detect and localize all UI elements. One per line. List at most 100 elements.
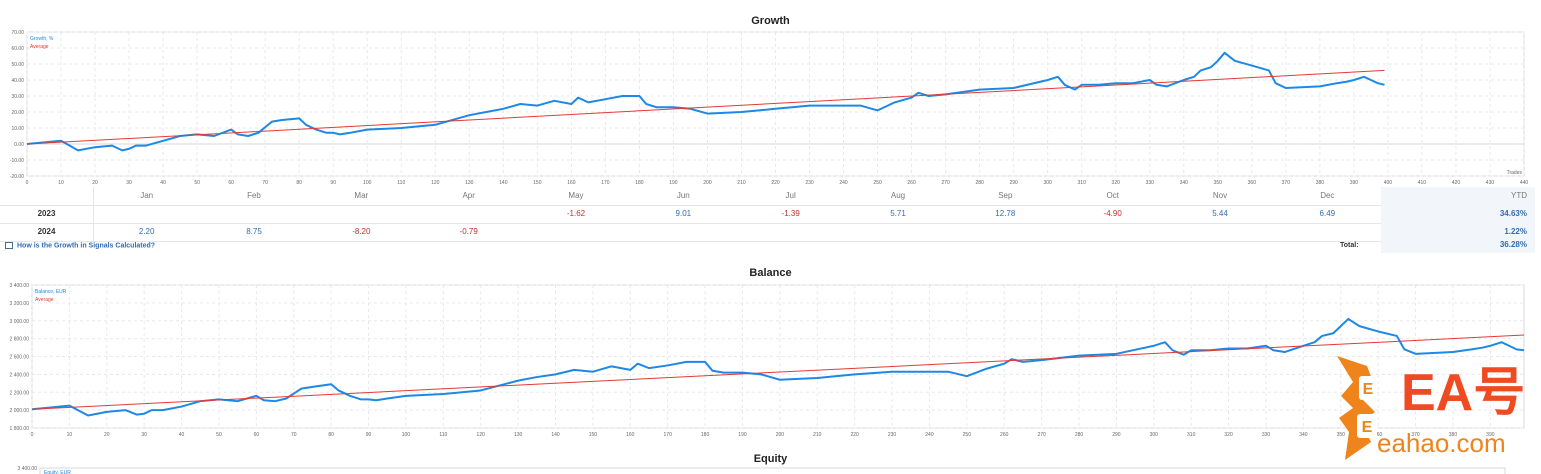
- month-value: -0.79: [459, 227, 478, 236]
- y-tick-label: 2 400.00: [10, 372, 30, 378]
- month-value: [200, 205, 307, 223]
- y-tick-label: 3 400.00: [18, 466, 38, 472]
- y-tick-label: 70.00: [11, 30, 24, 36]
- year-row-2023: 2023 -1.62 9.01 -1.39 5.71 12.78 -4.90 5…: [0, 205, 1535, 224]
- ytd-value: 34.63%: [1381, 205, 1535, 223]
- month-header-row: Jan Feb Mar Apr May Jun Jul Aug Sep Oct …: [0, 187, 1535, 206]
- month-header: Mar: [354, 191, 369, 200]
- x-tick-label: 280: [975, 180, 984, 186]
- month-value: [522, 223, 629, 241]
- month-header: Jun: [676, 191, 690, 200]
- series-line-average: [31, 334, 1525, 410]
- x-tick-label: 240: [925, 432, 934, 438]
- y-tick-label: 2 000.00: [10, 408, 30, 414]
- month-value: [1166, 223, 1273, 241]
- x-tick-label: 400: [1384, 180, 1393, 186]
- growth-calculation-help-link[interactable]: How is the Growth in Signals Calculated?: [5, 242, 155, 249]
- month-header: Feb: [247, 191, 261, 200]
- x-tick-label: 50: [194, 180, 200, 186]
- y-tick-label: -20.00: [10, 174, 24, 180]
- x-tick-label: 80: [296, 180, 302, 186]
- month-value: 8.75: [246, 227, 262, 236]
- x-tick-label: 50: [216, 432, 222, 438]
- help-link-label: How is the Growth in Signals Calculated?: [17, 242, 156, 250]
- x-tick-label: 330: [1146, 180, 1155, 186]
- x-tick-label: 280: [1075, 432, 1084, 438]
- y-tick-label: 20.00: [11, 110, 24, 116]
- x-tick-label: 160: [567, 180, 576, 186]
- x-tick-label: 410: [1418, 180, 1427, 186]
- month-value: 2.20: [138, 227, 155, 236]
- x-tick-label: 70: [291, 432, 297, 438]
- month-value: -8.20: [352, 227, 371, 236]
- x-tick-label: 70: [262, 180, 268, 186]
- x-tick-label: 310: [1187, 432, 1196, 438]
- month-value: [93, 205, 200, 223]
- x-tick-label: 200: [776, 432, 785, 438]
- watermark-text: EA号: [1401, 364, 1525, 422]
- month-value: [308, 205, 415, 223]
- x-tick-label: 0: [26, 180, 29, 186]
- x-tick-label: 190: [669, 180, 678, 186]
- x-tick-label: 0: [31, 432, 34, 438]
- equity-chart: 3 400.00 Equity, EUR: [18, 466, 1506, 474]
- month-value: 9.01: [675, 209, 692, 218]
- ytd-header: YTD: [1381, 187, 1535, 205]
- month-value: 12.78: [995, 209, 1016, 218]
- legend-entry: Equity, EUR: [44, 470, 71, 474]
- y-tick-label: 60.00: [11, 46, 24, 52]
- y-tick-label: 30.00: [11, 94, 24, 100]
- x-tick-label: 90: [330, 180, 336, 186]
- x-tick-label: 320: [1224, 432, 1233, 438]
- x-tick-label: 100: [402, 432, 411, 438]
- month-value: [630, 223, 737, 241]
- y-tick-label: 0.00: [14, 142, 24, 148]
- y-tick-label: 3 400.00: [10, 283, 30, 289]
- x-tick-label: 130: [465, 180, 474, 186]
- month-value: -1.39: [781, 209, 800, 218]
- plot-area: [39, 467, 1506, 474]
- x-tick-label: 220: [850, 432, 859, 438]
- month-value: [1059, 223, 1166, 241]
- ea-mascot-icon: E E: [1337, 356, 1377, 460]
- x-tick-label: 170: [601, 180, 610, 186]
- x-tick-label: 300: [1150, 432, 1159, 438]
- legend-entry: Balance, EUR: [35, 289, 67, 295]
- month-value: 6.49: [1319, 209, 1336, 218]
- month-header: Apr: [462, 191, 475, 200]
- x-tick-label: 250: [873, 180, 882, 186]
- x-tick-label: 20: [104, 432, 110, 438]
- year-label: 2024: [0, 223, 94, 241]
- x-tick-label: 190: [738, 432, 747, 438]
- month-header: Nov: [1212, 191, 1228, 200]
- month-value: [1274, 223, 1381, 241]
- x-tick-label: 20: [92, 180, 98, 186]
- x-tick-label: 40: [160, 180, 166, 186]
- x-tick-label: 60: [228, 180, 234, 186]
- x-tick-label: 340: [1180, 180, 1189, 186]
- total-label: Total:: [1340, 242, 1359, 249]
- x-tick-label: 220: [771, 180, 780, 186]
- x-tick-label: 290: [1112, 432, 1121, 438]
- year-row-2024: 2024 2.20 8.75 -8.20 -0.79 1.22%: [0, 223, 1535, 242]
- x-tick-label: 120: [477, 432, 486, 438]
- month-value: [952, 223, 1059, 241]
- svg-text:E: E: [1363, 381, 1374, 398]
- month-value: -4.90: [1103, 209, 1122, 218]
- x-tick-label: 320: [1112, 180, 1121, 186]
- year-label: 2023: [0, 205, 94, 223]
- month-value: [844, 223, 951, 241]
- x-tick-label: 140: [551, 432, 560, 438]
- x-tick-label: 180: [701, 432, 710, 438]
- x-tick-label: 140: [499, 180, 508, 186]
- x-tick-label: 440: [1520, 180, 1529, 186]
- x-tick-label: 340: [1299, 432, 1308, 438]
- x-tick-label: 310: [1078, 180, 1087, 186]
- month-value: [415, 205, 522, 223]
- x-tick-label: 250: [963, 432, 972, 438]
- watermark-url: eahao.com: [1377, 428, 1506, 458]
- list-icon: [5, 242, 13, 249]
- x-tick-label: 230: [805, 180, 814, 186]
- x-tick-label: 80: [328, 432, 334, 438]
- month-header: May: [568, 191, 584, 200]
